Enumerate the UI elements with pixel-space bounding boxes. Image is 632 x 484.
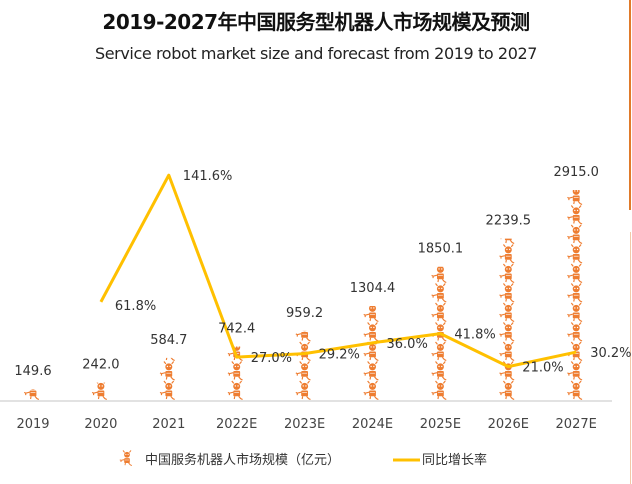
robot-icon xyxy=(295,341,312,361)
line-value-label: 29.2% xyxy=(319,348,360,363)
robot-icon xyxy=(159,361,176,381)
legend-robot-icon xyxy=(119,450,133,466)
robot-icon xyxy=(227,380,244,400)
legend-label-market-size: 中国服务机器人市场规模（亿元） xyxy=(145,452,340,468)
robot-icon xyxy=(159,380,176,400)
robot-icon xyxy=(498,302,515,322)
bar-2020 xyxy=(91,382,108,400)
robot-icon xyxy=(430,283,447,303)
line-value-label: 141.6% xyxy=(183,169,233,184)
chart-title: 2019-2027年中国服务型机器人市场规模及预测 xyxy=(102,10,530,34)
robot-icon xyxy=(430,322,447,342)
robot-icon xyxy=(498,322,515,342)
line-value-label: 30.2% xyxy=(590,346,631,361)
line-value-label: 21.0% xyxy=(522,361,563,376)
bar-value-label: 242.0 xyxy=(82,358,119,373)
bar-value-label: 584.7 xyxy=(150,333,187,348)
x-tick-labels: 2019 2020 2021 2022E 2023E 2024E 2025E 2026E 202… xyxy=(16,417,596,432)
line-value-labels: 61.8% 141.6% 27.0% 29.2% 36.0% 41.8% 21.0% 30.2… xyxy=(115,169,632,376)
robot-icon xyxy=(566,361,583,381)
line-value-label: 41.8% xyxy=(454,328,495,343)
x-tick-label: 2027E xyxy=(556,417,597,432)
robot-icon xyxy=(566,380,583,400)
robot-icon xyxy=(363,380,380,400)
bar-2024E xyxy=(363,306,380,400)
robot-icon xyxy=(566,190,583,205)
legend-label-growth-rate: 同比增长率 xyxy=(422,452,487,468)
robot-icon xyxy=(363,361,380,381)
x-tick-label: 2024E xyxy=(352,417,393,432)
x-tick-label: 2022E xyxy=(216,417,257,432)
robot-icon xyxy=(430,302,447,322)
robot-icon xyxy=(498,380,515,400)
bar-value-label: 1304.4 xyxy=(350,281,396,296)
bar-2021 xyxy=(159,357,176,400)
edge-accent-bar-light xyxy=(630,232,631,484)
robot-icon xyxy=(363,306,380,322)
robot-icon xyxy=(566,205,583,225)
line-value-label: 36.0% xyxy=(387,337,428,352)
bar-2026E xyxy=(498,238,515,400)
robot-icon xyxy=(295,380,312,400)
robot-icon xyxy=(430,380,447,400)
robot-icon xyxy=(91,382,108,400)
line-value-label: 27.0% xyxy=(251,351,292,366)
bar-value-label: 742.4 xyxy=(218,322,255,337)
robot-icon xyxy=(295,361,312,381)
x-tick-label: 2021 xyxy=(152,417,185,432)
bar-value-label: 2915.0 xyxy=(553,165,599,180)
robot-icon xyxy=(566,302,583,322)
x-tick-label: 2026E xyxy=(488,417,529,432)
robot-icon xyxy=(498,341,515,361)
robot-icon xyxy=(566,244,583,264)
x-tick-label: 2023E xyxy=(284,417,325,432)
robot-icon xyxy=(566,263,583,283)
robot-icon xyxy=(498,244,515,264)
x-tick-label: 2025E xyxy=(420,417,461,432)
robot-icon xyxy=(498,263,515,283)
line-value-label: 61.8% xyxy=(115,299,156,314)
bar-value-label: 149.6 xyxy=(14,364,51,379)
bar-2025E xyxy=(430,266,447,400)
robot-icon xyxy=(363,322,380,342)
robot-icon xyxy=(295,330,312,342)
robot-icon xyxy=(566,322,583,342)
bar-value-label: 1850.1 xyxy=(418,242,464,257)
chart-subtitle: Service robot market size and forecast f… xyxy=(94,44,538,63)
legend: 中国服务机器人市场规模（亿元） 同比增长率 xyxy=(119,450,487,468)
bar-2023E xyxy=(295,330,312,400)
robot-icon xyxy=(498,283,515,303)
x-tick-label: 2020 xyxy=(84,417,117,432)
bar-value-label: 2239.5 xyxy=(486,214,532,229)
bar-2019 xyxy=(23,389,40,400)
robot-icon xyxy=(430,266,447,283)
growth-rate-line xyxy=(99,173,577,369)
robot-icon xyxy=(566,224,583,244)
robot-icon xyxy=(430,361,447,381)
legend-item-market-size[interactable]: 中国服务机器人市场规模（亿元） xyxy=(119,450,340,468)
robot-icon xyxy=(23,389,40,400)
bar-value-labels: 149.6 242.0 584.7 742.4 959.2 1304.4 1850.1 223… xyxy=(14,165,599,379)
robot-icon xyxy=(227,361,244,381)
x-tick-label: 2019 xyxy=(16,417,49,432)
legend-item-growth-rate[interactable]: 同比增长率 xyxy=(393,452,487,468)
robot-icon xyxy=(566,283,583,303)
bar-value-label: 959.2 xyxy=(286,306,323,321)
robot-icon xyxy=(430,341,447,361)
edge-accent-bar xyxy=(629,0,631,210)
bar-2027E xyxy=(566,190,583,400)
